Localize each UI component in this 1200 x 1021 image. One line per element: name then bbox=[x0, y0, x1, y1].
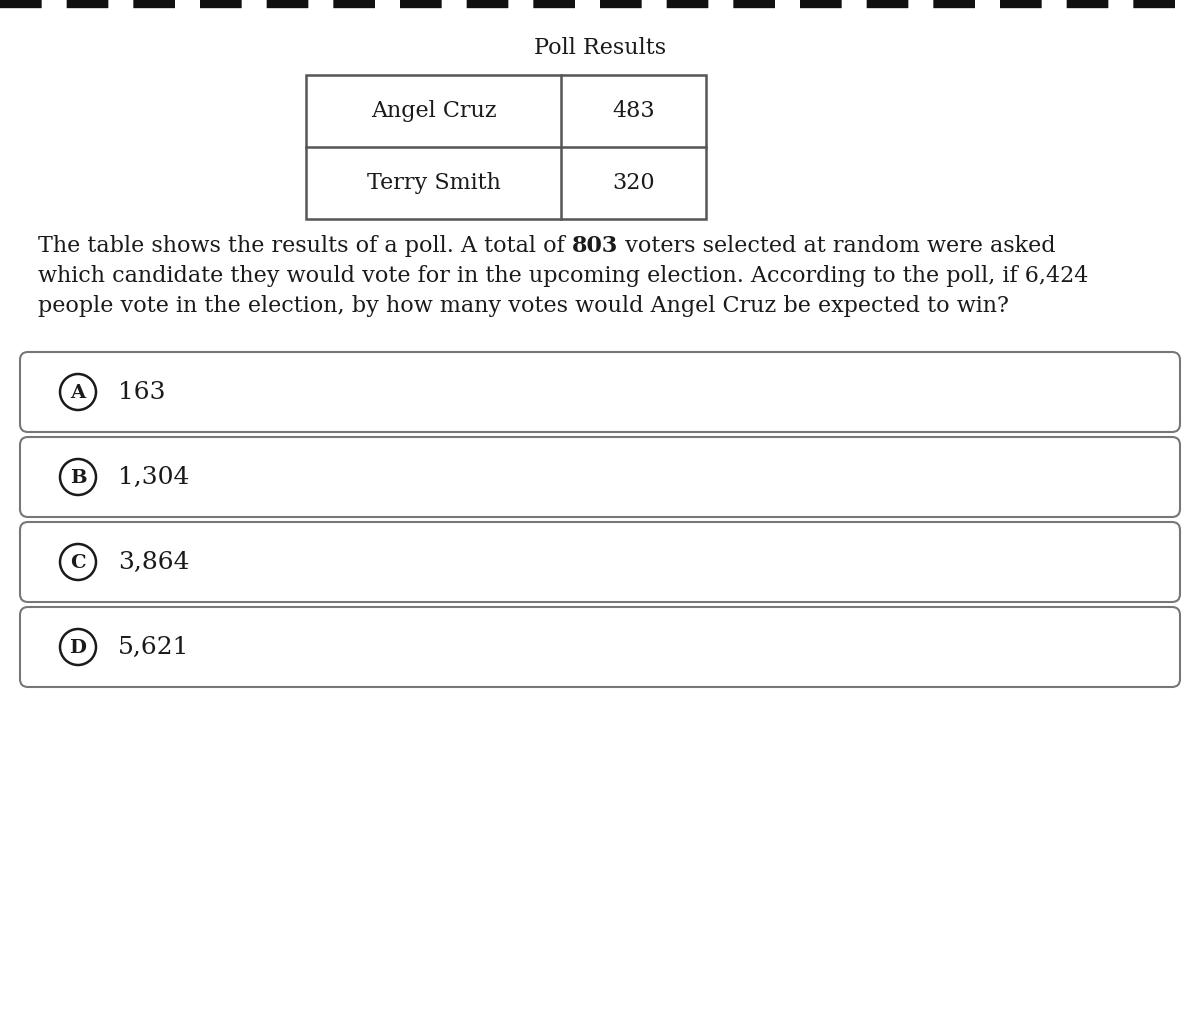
Text: 320: 320 bbox=[612, 172, 655, 194]
Text: Poll Results: Poll Results bbox=[534, 37, 666, 59]
Text: 163: 163 bbox=[118, 381, 166, 403]
Text: The table shows the results of a poll. A total of: The table shows the results of a poll. A… bbox=[38, 235, 572, 257]
Text: C: C bbox=[70, 554, 86, 572]
Text: Terry Smith: Terry Smith bbox=[366, 172, 500, 194]
Text: Angel Cruz: Angel Cruz bbox=[371, 100, 497, 121]
Bar bbox=[306, 75, 706, 218]
Text: 1,304: 1,304 bbox=[118, 466, 190, 488]
Text: 483: 483 bbox=[612, 100, 655, 121]
Text: 3,864: 3,864 bbox=[118, 550, 190, 574]
Text: voters selected at random were asked: voters selected at random were asked bbox=[618, 235, 1056, 257]
Text: people vote in the election, by how many votes would Angel Cruz be expected to w: people vote in the election, by how many… bbox=[38, 295, 1009, 317]
Text: 803: 803 bbox=[572, 235, 618, 257]
Text: A: A bbox=[71, 384, 85, 402]
Text: 5,621: 5,621 bbox=[118, 635, 190, 659]
Text: D: D bbox=[70, 639, 86, 657]
Text: which candidate they would vote for in the upcoming election. According to the p: which candidate they would vote for in t… bbox=[38, 265, 1088, 287]
Text: B: B bbox=[70, 469, 86, 487]
